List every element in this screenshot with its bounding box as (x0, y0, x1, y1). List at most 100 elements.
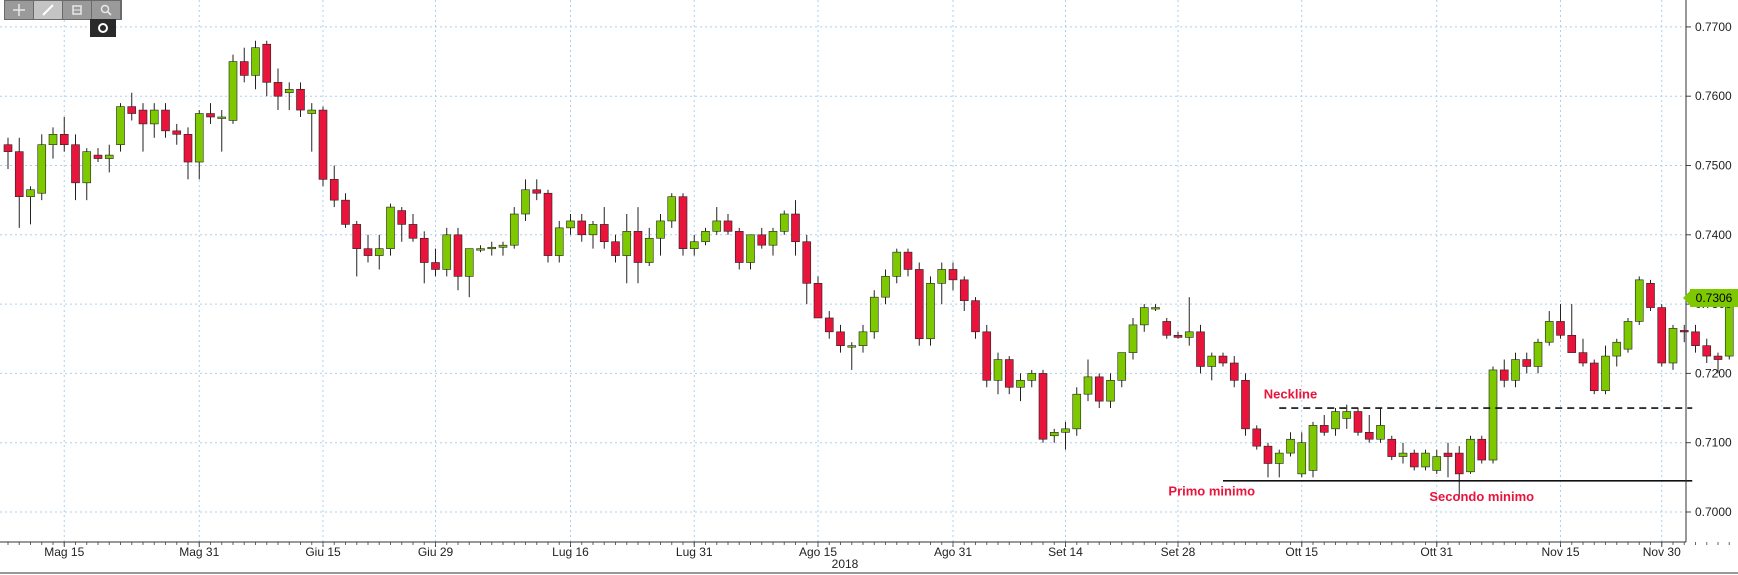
candle (386, 203, 395, 256)
candle (71, 134, 80, 201)
candle (1387, 435, 1397, 461)
candle-body-up (993, 359, 1003, 381)
candle (1038, 369, 1048, 443)
candle (172, 123, 182, 145)
candle (138, 103, 148, 152)
candle (1218, 352, 1228, 367)
bar-style-button[interactable] (63, 1, 92, 19)
candle-body-up (1207, 355, 1217, 367)
candle-body-up (1083, 376, 1093, 395)
candle-body-down (408, 224, 418, 239)
x-tick-label: Set 28 (1161, 545, 1196, 559)
zoom-icon (100, 4, 112, 16)
candle-body-up (881, 276, 890, 298)
candle (1556, 304, 1565, 339)
candle-body-up (1398, 452, 1408, 457)
candle-body-up (1128, 324, 1138, 353)
candle (779, 210, 789, 235)
candle (82, 148, 92, 201)
candle-body-down (1038, 373, 1048, 440)
candle-body-down (273, 82, 283, 97)
candle-body-up (1072, 393, 1082, 430)
candle-body-up (1027, 373, 1037, 381)
candle-body-up (701, 231, 710, 243)
candle-body-up (847, 345, 857, 348)
candle-body-down (3, 144, 13, 152)
candle (1162, 317, 1172, 339)
x-tick-label: Ott 15 (1285, 545, 1318, 559)
candle-body-up (487, 246, 497, 250)
candle (1196, 324, 1205, 374)
annotation-label: Neckline (1264, 386, 1317, 401)
candle (307, 103, 317, 152)
candle (476, 245, 485, 253)
candle-body-down (791, 213, 800, 243)
candle-body-down (93, 154, 103, 159)
candle-body-up (116, 106, 125, 146)
candle-body-up (194, 113, 204, 163)
candle-body-up (1544, 321, 1554, 343)
candle-body-down (1218, 355, 1228, 364)
candle-body-down (1409, 452, 1419, 468)
candle (1027, 369, 1037, 388)
candle (1499, 359, 1509, 388)
candle-body-up (1184, 331, 1194, 338)
candle (892, 248, 902, 284)
candle (273, 68, 283, 111)
candle (746, 234, 755, 270)
candle-body-down (71, 144, 80, 184)
grid (0, 0, 1686, 542)
candle (1083, 359, 1093, 402)
crosshair-button[interactable] (5, 1, 34, 19)
candle (1319, 414, 1329, 436)
candle (239, 47, 249, 83)
x-tick-label: Ago 15 (799, 545, 837, 559)
draw-line-button[interactable] (34, 1, 63, 19)
candle (1106, 373, 1115, 409)
candle (1117, 352, 1127, 388)
x-tick-label: Mag 31 (179, 545, 219, 559)
candle (1612, 338, 1622, 367)
candle-body-down (59, 134, 69, 146)
y-tick-label: 0.7100 (1695, 436, 1732, 450)
candle (903, 248, 913, 277)
candle (982, 324, 992, 388)
candle (3, 137, 13, 169)
chart-toolbar (4, 0, 122, 20)
candle-body-up (1623, 321, 1633, 350)
candle (26, 186, 35, 225)
candle-body-down (1522, 359, 1532, 367)
candle (1578, 338, 1588, 367)
candle (1421, 449, 1430, 471)
candle-body-down (1196, 331, 1205, 367)
zoom-button[interactable] (92, 1, 121, 19)
candle-body-down (1578, 352, 1588, 364)
candle (1533, 338, 1543, 374)
candle (1454, 446, 1464, 499)
candle-body-up (1049, 432, 1059, 437)
candle (1567, 304, 1577, 353)
candle-body-up (554, 227, 564, 256)
candle (206, 103, 215, 124)
candle-body-up (26, 189, 35, 197)
candle (644, 227, 654, 266)
x-tick-label: Giu 15 (305, 545, 341, 559)
candle-body-up (1342, 411, 1352, 419)
candle (1308, 421, 1318, 478)
candle (656, 214, 665, 256)
candle (1128, 317, 1138, 360)
candle-body-up (1297, 442, 1307, 475)
x-tick-label: Set 14 (1048, 545, 1083, 559)
candle-body-down (532, 189, 542, 194)
candle-body-up (869, 296, 879, 333)
candle-body-down (1229, 362, 1239, 381)
candle (217, 110, 227, 152)
candle-body-down (982, 331, 992, 381)
record-button[interactable] (90, 19, 116, 37)
candle-body-up (1488, 369, 1498, 461)
candle (1342, 404, 1352, 429)
x-tick-label: Giu 29 (418, 545, 454, 559)
x-tick-label: Ago 31 (934, 545, 972, 559)
candle (1139, 304, 1149, 332)
